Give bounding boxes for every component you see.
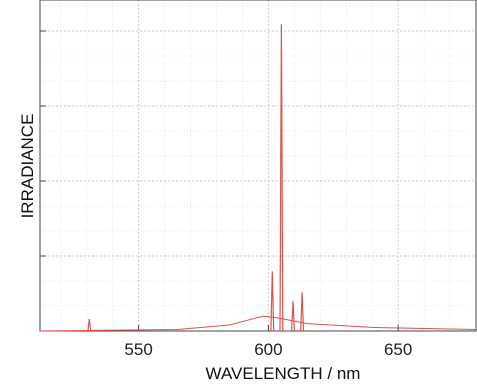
emission-peak bbox=[291, 301, 295, 332]
axis-ticks: 550 600 650 bbox=[40, 30, 412, 359]
x-tick-label: 550 bbox=[124, 340, 152, 359]
emission-peak bbox=[270, 271, 275, 332]
plot-frame bbox=[39, 0, 477, 332]
y-axis-label: IRRADIANCE bbox=[18, 114, 37, 219]
x-axis-label: WAVELENGTH / nm bbox=[206, 364, 361, 383]
emission-peak bbox=[300, 292, 305, 332]
grid bbox=[40, 0, 477, 331]
x-tick-label: 600 bbox=[254, 340, 282, 359]
series-baseline bbox=[39, 315, 477, 332]
x-tick-label: 650 bbox=[384, 340, 412, 359]
emission-peak bbox=[87, 319, 92, 332]
emission-peak bbox=[279, 24, 284, 332]
series-layer bbox=[39, 24, 477, 332]
